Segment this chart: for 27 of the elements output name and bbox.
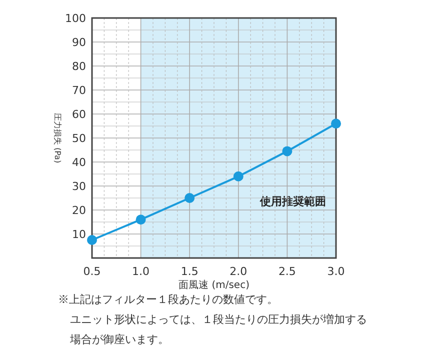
text: ※上記はフィルター１段あたりの数値です。 (58, 293, 278, 306)
y-tick-label: 60 (72, 108, 86, 121)
text: 場合が御座います。 (69, 333, 169, 346)
y-tick-label: 20 (72, 204, 86, 217)
y-tick-label: 40 (72, 156, 86, 169)
point (233, 171, 244, 182)
x-tick-label: 2.5 (278, 265, 296, 278)
x-tick-label: 3.0 (327, 265, 345, 278)
y-tick-label: 10 (72, 228, 86, 241)
x-tick-label: 0.5 (83, 265, 101, 278)
y-tick-label: 50 (72, 132, 86, 145)
point (331, 118, 341, 129)
x-tick-label: 1.5 (180, 265, 198, 278)
point (282, 146, 292, 156)
x-tick-label: 1.0 (132, 265, 150, 278)
point (184, 193, 195, 203)
y-tick-label: 90 (72, 36, 86, 49)
y-tick-label: 30 (72, 180, 86, 193)
point (136, 214, 146, 225)
x-tick-label: 2.0 (230, 265, 248, 278)
y-tick-label: 80 (72, 60, 86, 73)
y-axis-title: 圧力損失 (Pa) (53, 112, 62, 164)
x-axis-title: 面風速 (m/sec) (178, 279, 250, 291)
y-tick-label: 70 (72, 84, 86, 97)
y-tick-label: 100 (65, 12, 86, 25)
point (87, 235, 97, 245)
text: ユニット形状によっては、１段当たりの圧力損失が増加する (70, 313, 367, 326)
